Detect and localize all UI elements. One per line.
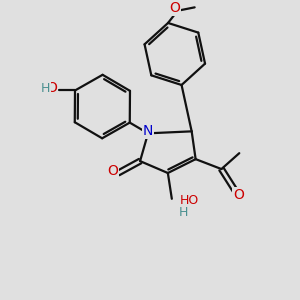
Text: O: O [46,82,57,95]
Text: O: O [169,1,180,15]
Text: O: O [233,188,244,202]
Text: H: H [40,82,50,95]
Text: HO: HO [180,194,199,207]
Text: O: O [107,164,118,178]
Text: N: N [143,124,153,138]
Text: H: H [179,206,188,219]
